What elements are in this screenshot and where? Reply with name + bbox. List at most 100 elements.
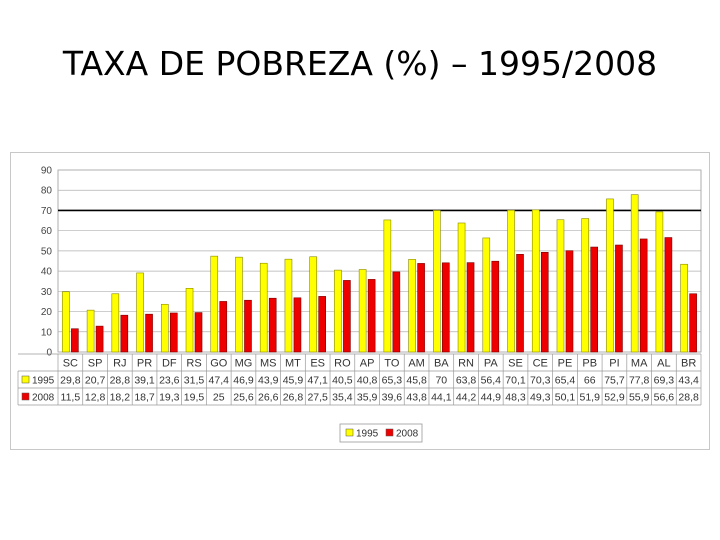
bar-1995-PR [136,272,144,353]
data-label: 28,8 [110,375,131,387]
bar-2008-SC [71,328,79,353]
data-label: 55,9 [629,392,650,404]
data-label: 23,6 [159,375,180,387]
data-label: 45,8 [406,375,427,387]
category-label: MG [235,358,253,370]
legend-label: 1995 [356,429,379,440]
bar-2008-BR [689,293,697,353]
bar-2008-DF [169,312,178,353]
category-label: CE [533,358,548,370]
legend-box [339,423,423,443]
bar-1995-MS [259,262,268,353]
bar-1995-BR [680,263,688,353]
data-label: 25,6 [233,392,254,404]
plot-area [57,169,702,353]
bar-1995-RJ [111,293,120,353]
data-label: 50,1 [555,392,576,404]
bar-2008-MS [268,297,277,353]
data-label: 65,3 [382,375,403,387]
data-label: 77,8 [629,375,650,387]
bar-1995-MG [235,256,243,353]
data-label: 26,8 [283,392,304,404]
bar-1995-BA [433,210,441,353]
category-label: SP [88,358,103,370]
category-label: PB [582,358,597,370]
table-series-label: 2008 [32,393,55,404]
category-label: BR [681,358,696,370]
bar-1995-PB [581,218,590,353]
bar-1995-RS [185,288,194,353]
bar-2008-AP [367,279,376,353]
bar-2008-PB [590,246,599,353]
bar-1995-MT [284,258,293,353]
data-label: 70 [435,375,447,387]
bar-1995-AM [408,259,416,353]
category-label: AL [657,358,670,370]
bar-2008-PE [565,250,574,353]
data-label: 48,3 [505,392,526,404]
bar-1995-AP [358,269,367,353]
data-label: 27,5 [307,392,328,404]
bar-2008-PI [615,244,623,353]
data-label: 70,3 [530,375,551,387]
data-label: 18,2 [110,392,131,404]
y-tick-label: 20 [41,307,53,318]
data-label: 44,2 [456,392,477,404]
data-label: 19,5 [184,392,205,404]
data-label: 43,8 [406,392,427,404]
data-label: 40,5 [332,375,353,387]
data-label: 49,3 [530,392,551,404]
table-legend-key [21,375,30,384]
bar-2008-RS [194,312,203,353]
legend-key-2008 [385,428,394,437]
data-label: 56,4 [481,375,502,387]
bar-1995-PA [482,237,491,353]
data-label: 47,1 [307,375,328,387]
category-label: PI [609,358,619,370]
bar-1995-PI [606,198,614,353]
bar-1995-MA [630,194,639,353]
data-label: 35,4 [332,392,353,404]
category-label: PR [137,358,152,370]
bar-1995-RO [334,269,342,353]
bar-2008-MT [293,297,302,353]
category-label: GO [210,358,228,370]
category-label: ES [310,358,325,370]
data-label: 43,9 [258,375,279,387]
category-label: PA [484,358,499,370]
legend-label: 2008 [396,429,419,440]
data-label: 28,8 [678,392,699,404]
category-label: RS [186,358,201,370]
bar-2008-AL [664,237,673,353]
data-label: 39,1 [134,375,155,387]
data-label: 56,6 [654,392,675,404]
category-label: BA [434,358,449,370]
category-label: RN [458,358,474,370]
y-tick-label: 70 [41,206,53,217]
bar-2008-MA [639,238,648,353]
bar-2008-CE [540,252,549,353]
y-tick-label: 80 [41,186,53,197]
y-tick-label: 40 [41,267,53,278]
bar-1995-DF [160,303,169,353]
legend-key-1995 [345,428,354,437]
bar-2008-RN [466,262,475,353]
data-label: 44,9 [481,392,502,404]
bar-1995-TO [383,219,392,353]
data-label: 65,4 [555,375,576,387]
data-label: 51,9 [579,392,600,404]
data-label: 69,3 [654,375,675,387]
y-tick-label: 90 [41,166,53,177]
bar-1995-SE [507,209,515,353]
category-label: AP [360,358,375,370]
bar-2008-PR [145,313,153,353]
category-label: MS [260,358,277,370]
chart-container: 0 10 20 30 40 50 60 70 80 90 SC SP RJ PR DF RS GO MG MS MT E… [10,152,710,450]
data-label: 20,7 [85,375,106,387]
data-label: 39,6 [382,392,403,404]
category-label: SC [63,358,78,370]
bar-2008-MG [244,299,252,353]
category-label: SE [508,358,523,370]
y-tick-label: 0 [46,348,52,359]
bar-chart: 0 10 20 30 40 50 60 70 80 90 SC SP RJ PR DF RS GO MG MS MT E… [10,152,710,450]
